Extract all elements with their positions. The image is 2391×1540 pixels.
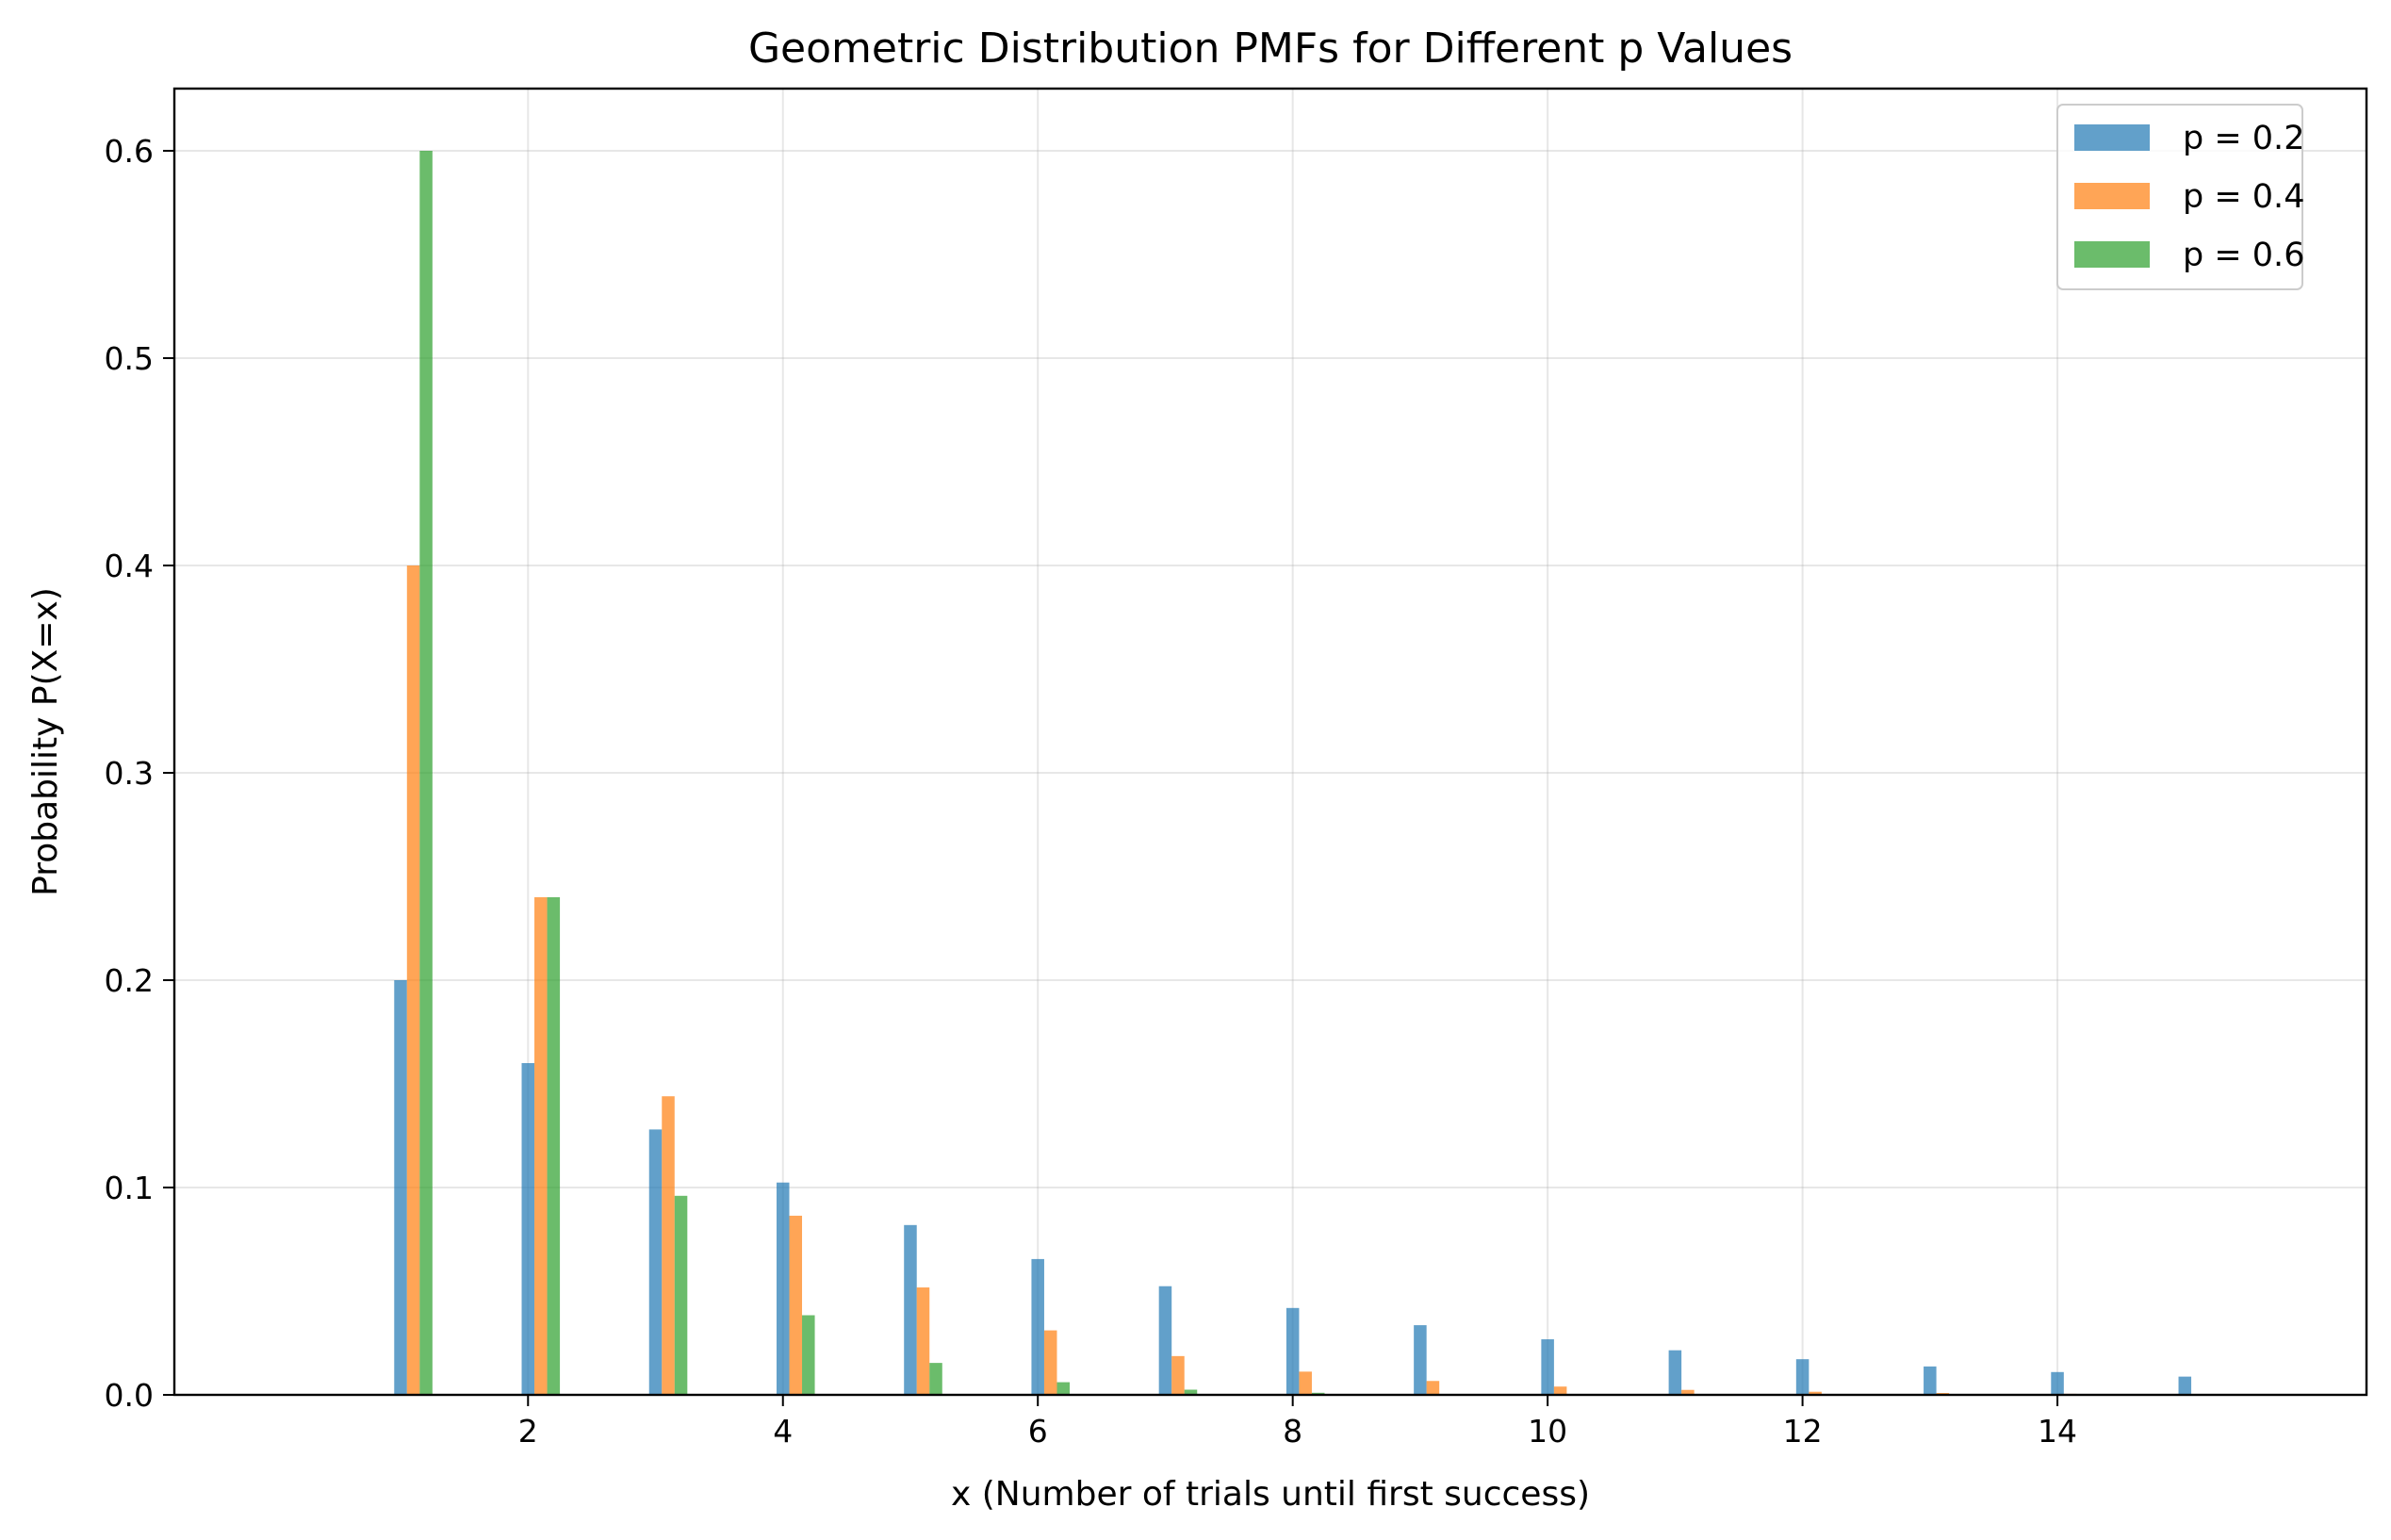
bar — [1031, 1258, 1044, 1395]
bar — [916, 1287, 930, 1395]
bar — [1184, 1389, 1198, 1395]
bar — [2178, 1376, 2192, 1395]
bar — [929, 1363, 942, 1395]
bar — [394, 980, 407, 1395]
x-axis-label: x (Number of trials until first success) — [951, 1475, 1590, 1514]
bar — [904, 1224, 917, 1395]
bar — [1795, 1359, 1810, 1395]
x-tick-label: 8 — [1283, 1413, 1302, 1450]
bar — [1541, 1339, 1554, 1395]
legend: p = 0.2 p = 0.4 p = 0.6 — [2056, 104, 2304, 290]
bar — [1056, 1382, 1071, 1395]
y-axis-label: Probability P(X=x) — [26, 587, 65, 896]
y-tick-label: 0.0 — [105, 1377, 154, 1414]
y-tick-label: 0.5 — [105, 340, 154, 377]
bar — [789, 1215, 803, 1395]
bar — [1043, 1330, 1057, 1395]
bar — [1553, 1386, 1567, 1395]
bar — [674, 1195, 688, 1395]
bar — [1426, 1381, 1440, 1395]
bar — [419, 151, 433, 1395]
bar — [776, 1182, 790, 1395]
bar — [1158, 1286, 1172, 1395]
plot-frame — [172, 87, 2368, 1397]
bar — [662, 1096, 675, 1395]
bar — [1809, 1391, 1822, 1395]
x-tick-label: 14 — [2038, 1413, 2077, 1450]
legend-swatch — [2074, 241, 2150, 268]
x-tick-label: 4 — [773, 1413, 793, 1450]
y-tick-label: 0.1 — [105, 1170, 154, 1206]
bar — [534, 897, 548, 1395]
legend-label: p = 0.6 — [2183, 237, 2304, 274]
bar — [1668, 1350, 1682, 1395]
y-tick-label: 0.4 — [105, 548, 154, 584]
x-tick-label: 2 — [518, 1413, 538, 1450]
bar — [648, 1129, 663, 1395]
y-axis-ticks: 0.0 0.1 0.2 0.3 0.4 0.5 0.6 — [105, 133, 174, 1414]
x-tick-label: 6 — [1028, 1413, 1048, 1450]
chart-title: Geometric Distribution PMFs for Differen… — [748, 25, 1793, 73]
x-axis-ticks: 2 4 6 8 10 12 14 — [518, 1395, 2077, 1450]
bar — [521, 1063, 535, 1395]
series-0 — [394, 980, 2192, 1395]
bar — [547, 897, 561, 1395]
x-tick-label: 12 — [1783, 1413, 1823, 1450]
y-tick-label: 0.3 — [105, 755, 154, 792]
bar — [406, 565, 420, 1395]
bar — [1171, 1355, 1185, 1395]
legend-label: p = 0.4 — [2183, 178, 2304, 216]
bar — [802, 1315, 815, 1395]
series-2 — [419, 151, 1708, 1395]
grid — [174, 89, 2366, 1396]
bar — [1924, 1366, 1937, 1395]
legend-swatch — [2074, 124, 2150, 151]
bar — [1299, 1371, 1312, 1395]
x-tick-label: 10 — [1528, 1413, 1567, 1450]
bars — [394, 151, 2204, 1395]
legend-swatch — [2074, 183, 2150, 209]
legend-label: p = 0.2 — [2183, 120, 2304, 157]
y-tick-label: 0.6 — [105, 133, 154, 170]
y-tick-label: 0.2 — [105, 962, 154, 999]
series-1 — [406, 565, 2204, 1395]
bar — [1414, 1325, 1427, 1395]
bar — [2051, 1371, 2064, 1395]
bar — [1286, 1307, 1300, 1395]
bar — [1681, 1389, 1695, 1395]
